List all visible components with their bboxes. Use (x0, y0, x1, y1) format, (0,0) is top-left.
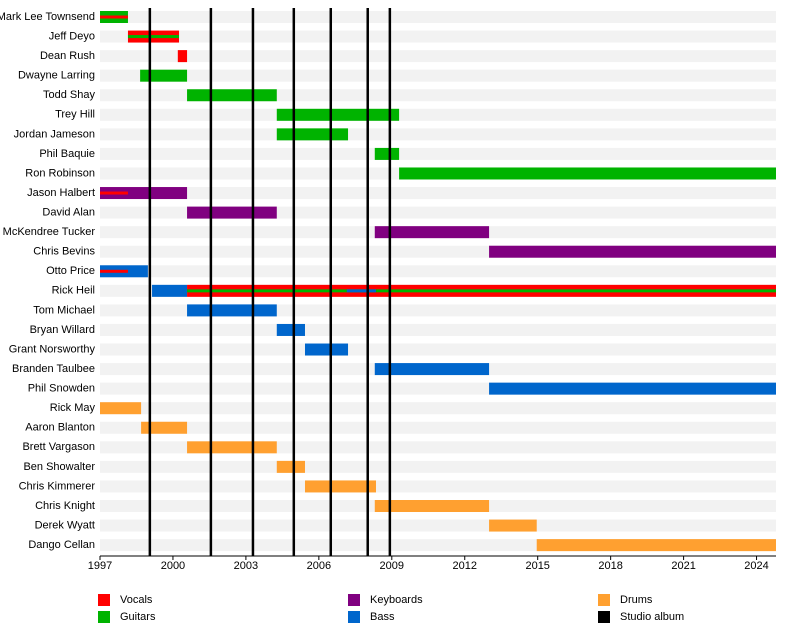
member-name: Jason Halbert (27, 187, 95, 199)
bar (187, 441, 277, 454)
legend-label: Keyboards (370, 594, 423, 606)
bar (276, 323, 305, 336)
member-name: Aaron Blanton (25, 422, 95, 434)
x-tick-label: 2003 (234, 560, 258, 572)
member-name: Tom Michael (33, 304, 95, 316)
legend-swatch (98, 594, 110, 606)
bar (140, 69, 188, 82)
x-tick-label: 2009 (380, 560, 404, 572)
x-tick-label: 2012 (453, 560, 477, 572)
bar-stripe (100, 15, 128, 19)
member-name: Chris Kimmerer (19, 480, 96, 492)
bar-stripe (127, 35, 180, 39)
member-name: Grant Norsworthy (9, 343, 96, 355)
member-name: Rick May (50, 402, 96, 414)
x-tick-label: 2018 (598, 560, 622, 572)
x-tick-label: 2000 (161, 560, 185, 572)
legend-swatch (348, 611, 360, 623)
member-name: Trey Hill (55, 109, 95, 121)
member-name: McKendree Tucker (3, 226, 96, 238)
bar (304, 343, 349, 356)
member-name: Otto Price (46, 265, 95, 277)
row-band (100, 421, 776, 434)
row-band (100, 265, 776, 278)
member-name: Chris Bevins (33, 246, 95, 258)
bar (100, 187, 188, 200)
bar (489, 519, 537, 532)
member-name: Brett Vargason (22, 441, 95, 453)
legend-label: Bass (370, 611, 395, 623)
member-name: Phil Baquie (39, 148, 95, 160)
legend-swatch (598, 594, 610, 606)
row-band (100, 480, 776, 493)
bar (187, 304, 277, 317)
bar-stripe (187, 289, 777, 293)
row-band (100, 460, 776, 473)
bar (374, 147, 400, 160)
x-tick-label: 2021 (671, 560, 695, 572)
bar (152, 284, 188, 297)
bar-stripe (100, 269, 128, 273)
bar (489, 245, 776, 258)
member-name: Dwayne Larring (18, 70, 95, 82)
legend-label: Vocals (120, 594, 153, 606)
x-tick-label: 2024 (744, 560, 768, 572)
bar (187, 89, 277, 102)
bar-stripe (100, 191, 128, 195)
row-band (100, 50, 776, 63)
row-band (100, 343, 776, 356)
member-name: Ben Showalter (23, 461, 95, 473)
row-band (100, 30, 776, 43)
bar (177, 50, 188, 63)
member-name: Rick Heil (52, 285, 95, 297)
bar (100, 402, 142, 415)
x-tick-label: 2015 (525, 560, 549, 572)
bar (276, 460, 305, 473)
legend-swatch (98, 611, 110, 623)
row-band (100, 11, 776, 23)
bar (374, 226, 490, 239)
x-tick-label: 2006 (307, 560, 331, 572)
member-name: Branden Taulbee (12, 363, 95, 375)
legend-label: Guitars (120, 611, 156, 623)
member-name: David Alan (42, 207, 95, 219)
member-name: Jeff Deyo (49, 30, 95, 42)
bar (536, 539, 776, 552)
member-name: Ron Robinson (25, 167, 95, 179)
bar (399, 167, 776, 180)
row-band (100, 402, 776, 415)
member-name: Bryan Willard (30, 324, 95, 336)
x-tick-label: 1997 (88, 560, 112, 572)
bar (489, 382, 776, 395)
row-band (100, 147, 776, 160)
row-band (100, 187, 776, 200)
legend-label: Drums (620, 594, 653, 606)
member-name: Derek Wyatt (35, 519, 95, 531)
bar (304, 480, 376, 493)
bar (276, 128, 349, 141)
bar (374, 500, 490, 512)
bar-stripe (346, 289, 376, 293)
member-name: Todd Shay (43, 89, 95, 101)
bar (187, 206, 277, 219)
row-band (100, 519, 776, 532)
member-name: Mark Lee Townsend (0, 11, 95, 23)
row-band (100, 69, 776, 82)
member-name: Phil Snowden (28, 383, 95, 395)
legend-label: Studio album (620, 611, 684, 623)
bar (141, 421, 188, 434)
row-band (100, 108, 776, 121)
legend-swatch (348, 594, 360, 606)
member-name: Jordan Jameson (14, 128, 95, 140)
member-name: Chris Knight (35, 500, 95, 512)
member-name: Dean Rush (40, 50, 95, 62)
member-name: Dango Cellan (28, 539, 95, 551)
row-band (100, 323, 776, 336)
row-band (100, 128, 776, 141)
bar (276, 108, 400, 121)
bar (374, 363, 490, 376)
legend-swatch (598, 611, 610, 623)
